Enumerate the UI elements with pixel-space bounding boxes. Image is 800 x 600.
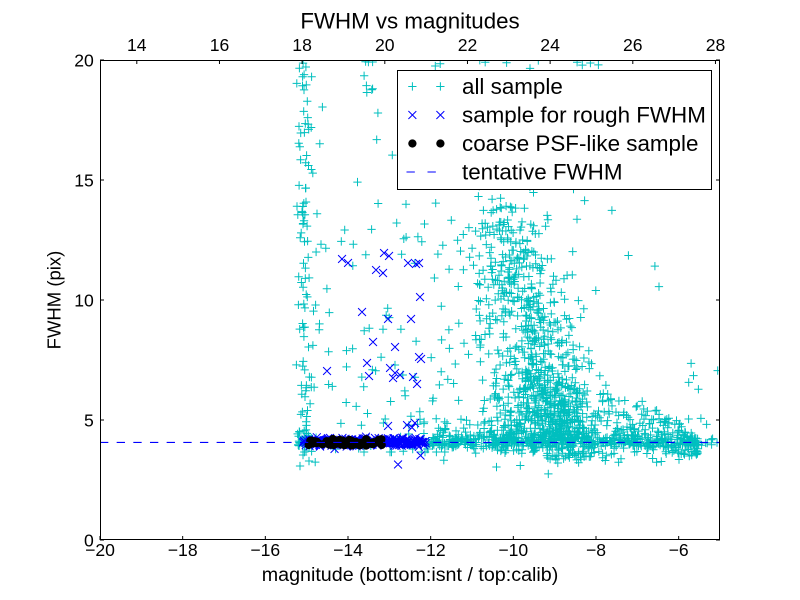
svg-text:FWHM vs magnitudes: FWHM vs magnitudes — [300, 9, 519, 34]
svg-text:−16: −16 — [250, 540, 280, 560]
svg-text:−12: −12 — [416, 540, 446, 560]
svg-text:22: 22 — [458, 35, 478, 55]
svg-text:sample for rough FWHM: sample for rough FWHM — [462, 103, 706, 128]
svg-text:14: 14 — [127, 35, 147, 55]
svg-text:−14: −14 — [333, 540, 363, 560]
svg-text:24: 24 — [540, 35, 560, 55]
svg-text:−10: −10 — [498, 540, 528, 560]
svg-text:26: 26 — [623, 35, 643, 55]
svg-text:0: 0 — [84, 530, 94, 550]
svg-text:coarse PSF-like sample: coarse PSF-like sample — [462, 131, 698, 156]
svg-text:10: 10 — [74, 290, 94, 310]
svg-text:18: 18 — [292, 35, 312, 55]
svg-text:−20: −20 — [85, 540, 115, 560]
svg-text:16: 16 — [210, 35, 230, 55]
svg-text:FWHM (pix): FWHM (pix) — [44, 251, 65, 350]
svg-text:tentative FWHM: tentative FWHM — [462, 160, 623, 185]
svg-text:20: 20 — [375, 35, 395, 55]
svg-text:−8: −8 — [586, 540, 606, 560]
svg-text:5: 5 — [84, 410, 94, 430]
svg-text:all sample: all sample — [462, 74, 563, 99]
svg-text:20: 20 — [74, 50, 94, 70]
svg-text:−18: −18 — [168, 540, 198, 560]
svg-text:15: 15 — [74, 170, 94, 190]
svg-text:−6: −6 — [669, 540, 689, 560]
svg-text:28: 28 — [706, 35, 726, 55]
svg-text:magnitude (bottom:isnt / top:c: magnitude (bottom:isnt / top:calib) — [262, 564, 559, 586]
